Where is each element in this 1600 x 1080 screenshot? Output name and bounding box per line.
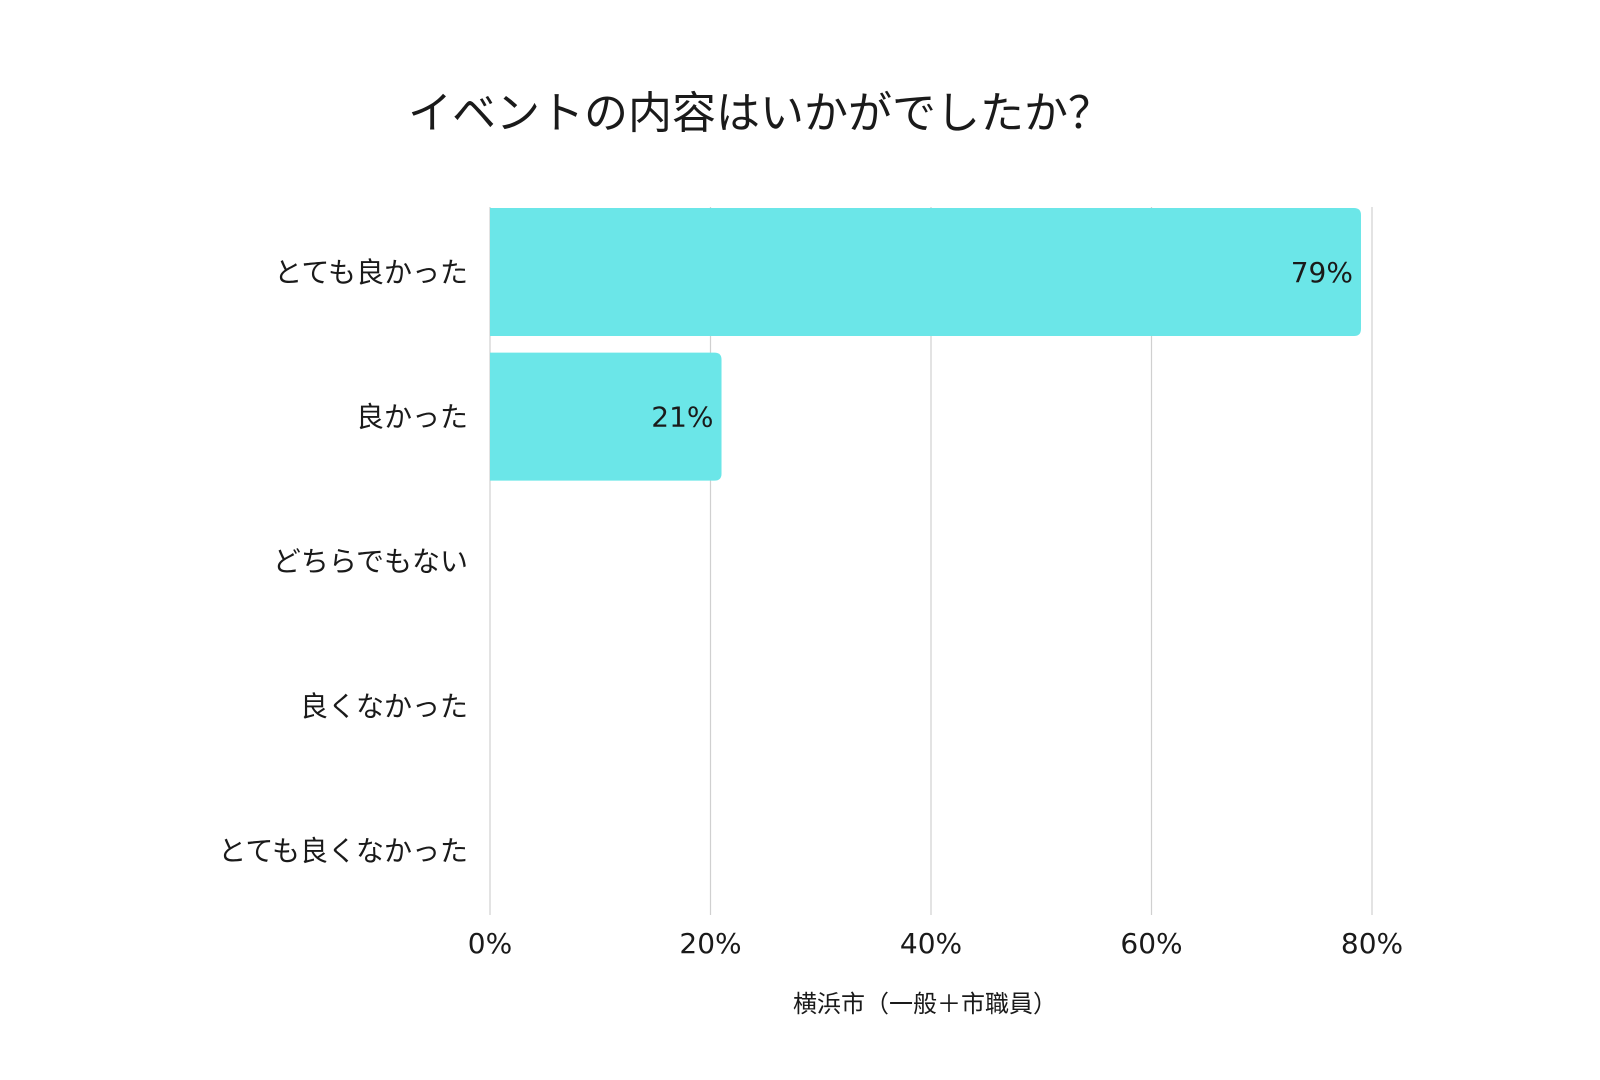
value-labels: 79% 21% xyxy=(651,256,1353,434)
bar xyxy=(490,352,722,481)
category-label: とても良かった xyxy=(274,256,468,289)
bar-value-label: 21% xyxy=(651,401,713,434)
x-tick-label: 80% xyxy=(1341,927,1403,960)
bar xyxy=(490,208,1361,336)
chart-title: イベントの内容はいかがでしたか？ xyxy=(408,88,1112,139)
x-axis-title: 横浜市（一般＋市職員） xyxy=(793,990,1057,1018)
bar-value-label: 79% xyxy=(1291,256,1353,289)
x-tick-labels: 0% 20% 40% 60% 80% xyxy=(468,927,1403,960)
x-tick-label: 60% xyxy=(1120,927,1182,960)
x-tick-label: 40% xyxy=(900,927,962,960)
category-label: 良くなかった xyxy=(300,690,468,723)
x-tick-label: 20% xyxy=(679,927,741,960)
category-label: 良かった xyxy=(356,401,468,434)
category-label: とても良くなかった xyxy=(218,834,468,867)
category-label: どちらでもない xyxy=(273,545,468,578)
x-tick-label: 0% xyxy=(468,927,512,960)
bars xyxy=(490,208,1361,481)
